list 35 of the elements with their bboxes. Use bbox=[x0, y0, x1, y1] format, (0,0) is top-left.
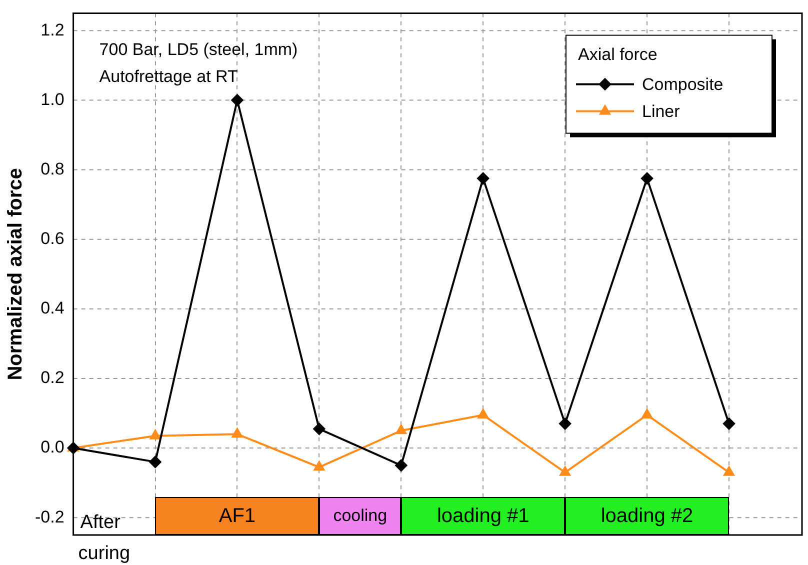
y-tick-label: 0.4 bbox=[40, 298, 64, 318]
label-box: cooling bbox=[319, 497, 402, 535]
y-tick-label: 1.2 bbox=[40, 20, 64, 40]
label-box: loading #1 bbox=[401, 497, 566, 535]
label-box: AF1 bbox=[155, 497, 320, 535]
point bbox=[724, 466, 734, 476]
legend-label: Composite bbox=[642, 75, 724, 94]
point bbox=[314, 461, 325, 471]
point bbox=[559, 418, 572, 430]
point bbox=[723, 418, 735, 430]
legend-label: Liner bbox=[642, 102, 680, 122]
annotation: After curing bbox=[78, 512, 130, 564]
point bbox=[150, 430, 161, 440]
point bbox=[478, 408, 488, 418]
y-tick-label: 0.0 bbox=[40, 438, 64, 457]
point bbox=[396, 424, 406, 434]
y-tick-label: 0.8 bbox=[40, 159, 64, 178]
point bbox=[313, 422, 326, 435]
y-tick-label: 0.2 bbox=[40, 368, 64, 388]
y-axis-title: Normalized axial force bbox=[4, 168, 27, 380]
point bbox=[232, 428, 243, 438]
point bbox=[477, 172, 490, 184]
label-box: loading #2 bbox=[565, 497, 729, 535]
y-tick-label: 1.0 bbox=[40, 90, 64, 109]
point bbox=[642, 408, 652, 418]
annotation: 700 Bar, LD5 (steel, 1mm) bbox=[99, 40, 298, 60]
y-tick-label: -0.2 bbox=[34, 507, 64, 526]
point bbox=[395, 459, 408, 472]
point bbox=[231, 94, 244, 106]
y-tick-label: 0.6 bbox=[40, 229, 64, 248]
point bbox=[560, 466, 570, 476]
point bbox=[149, 456, 162, 468]
annotation: Autofrettage at RT bbox=[99, 67, 238, 86]
legend-title: Axial force bbox=[578, 45, 658, 64]
point bbox=[641, 172, 654, 184]
